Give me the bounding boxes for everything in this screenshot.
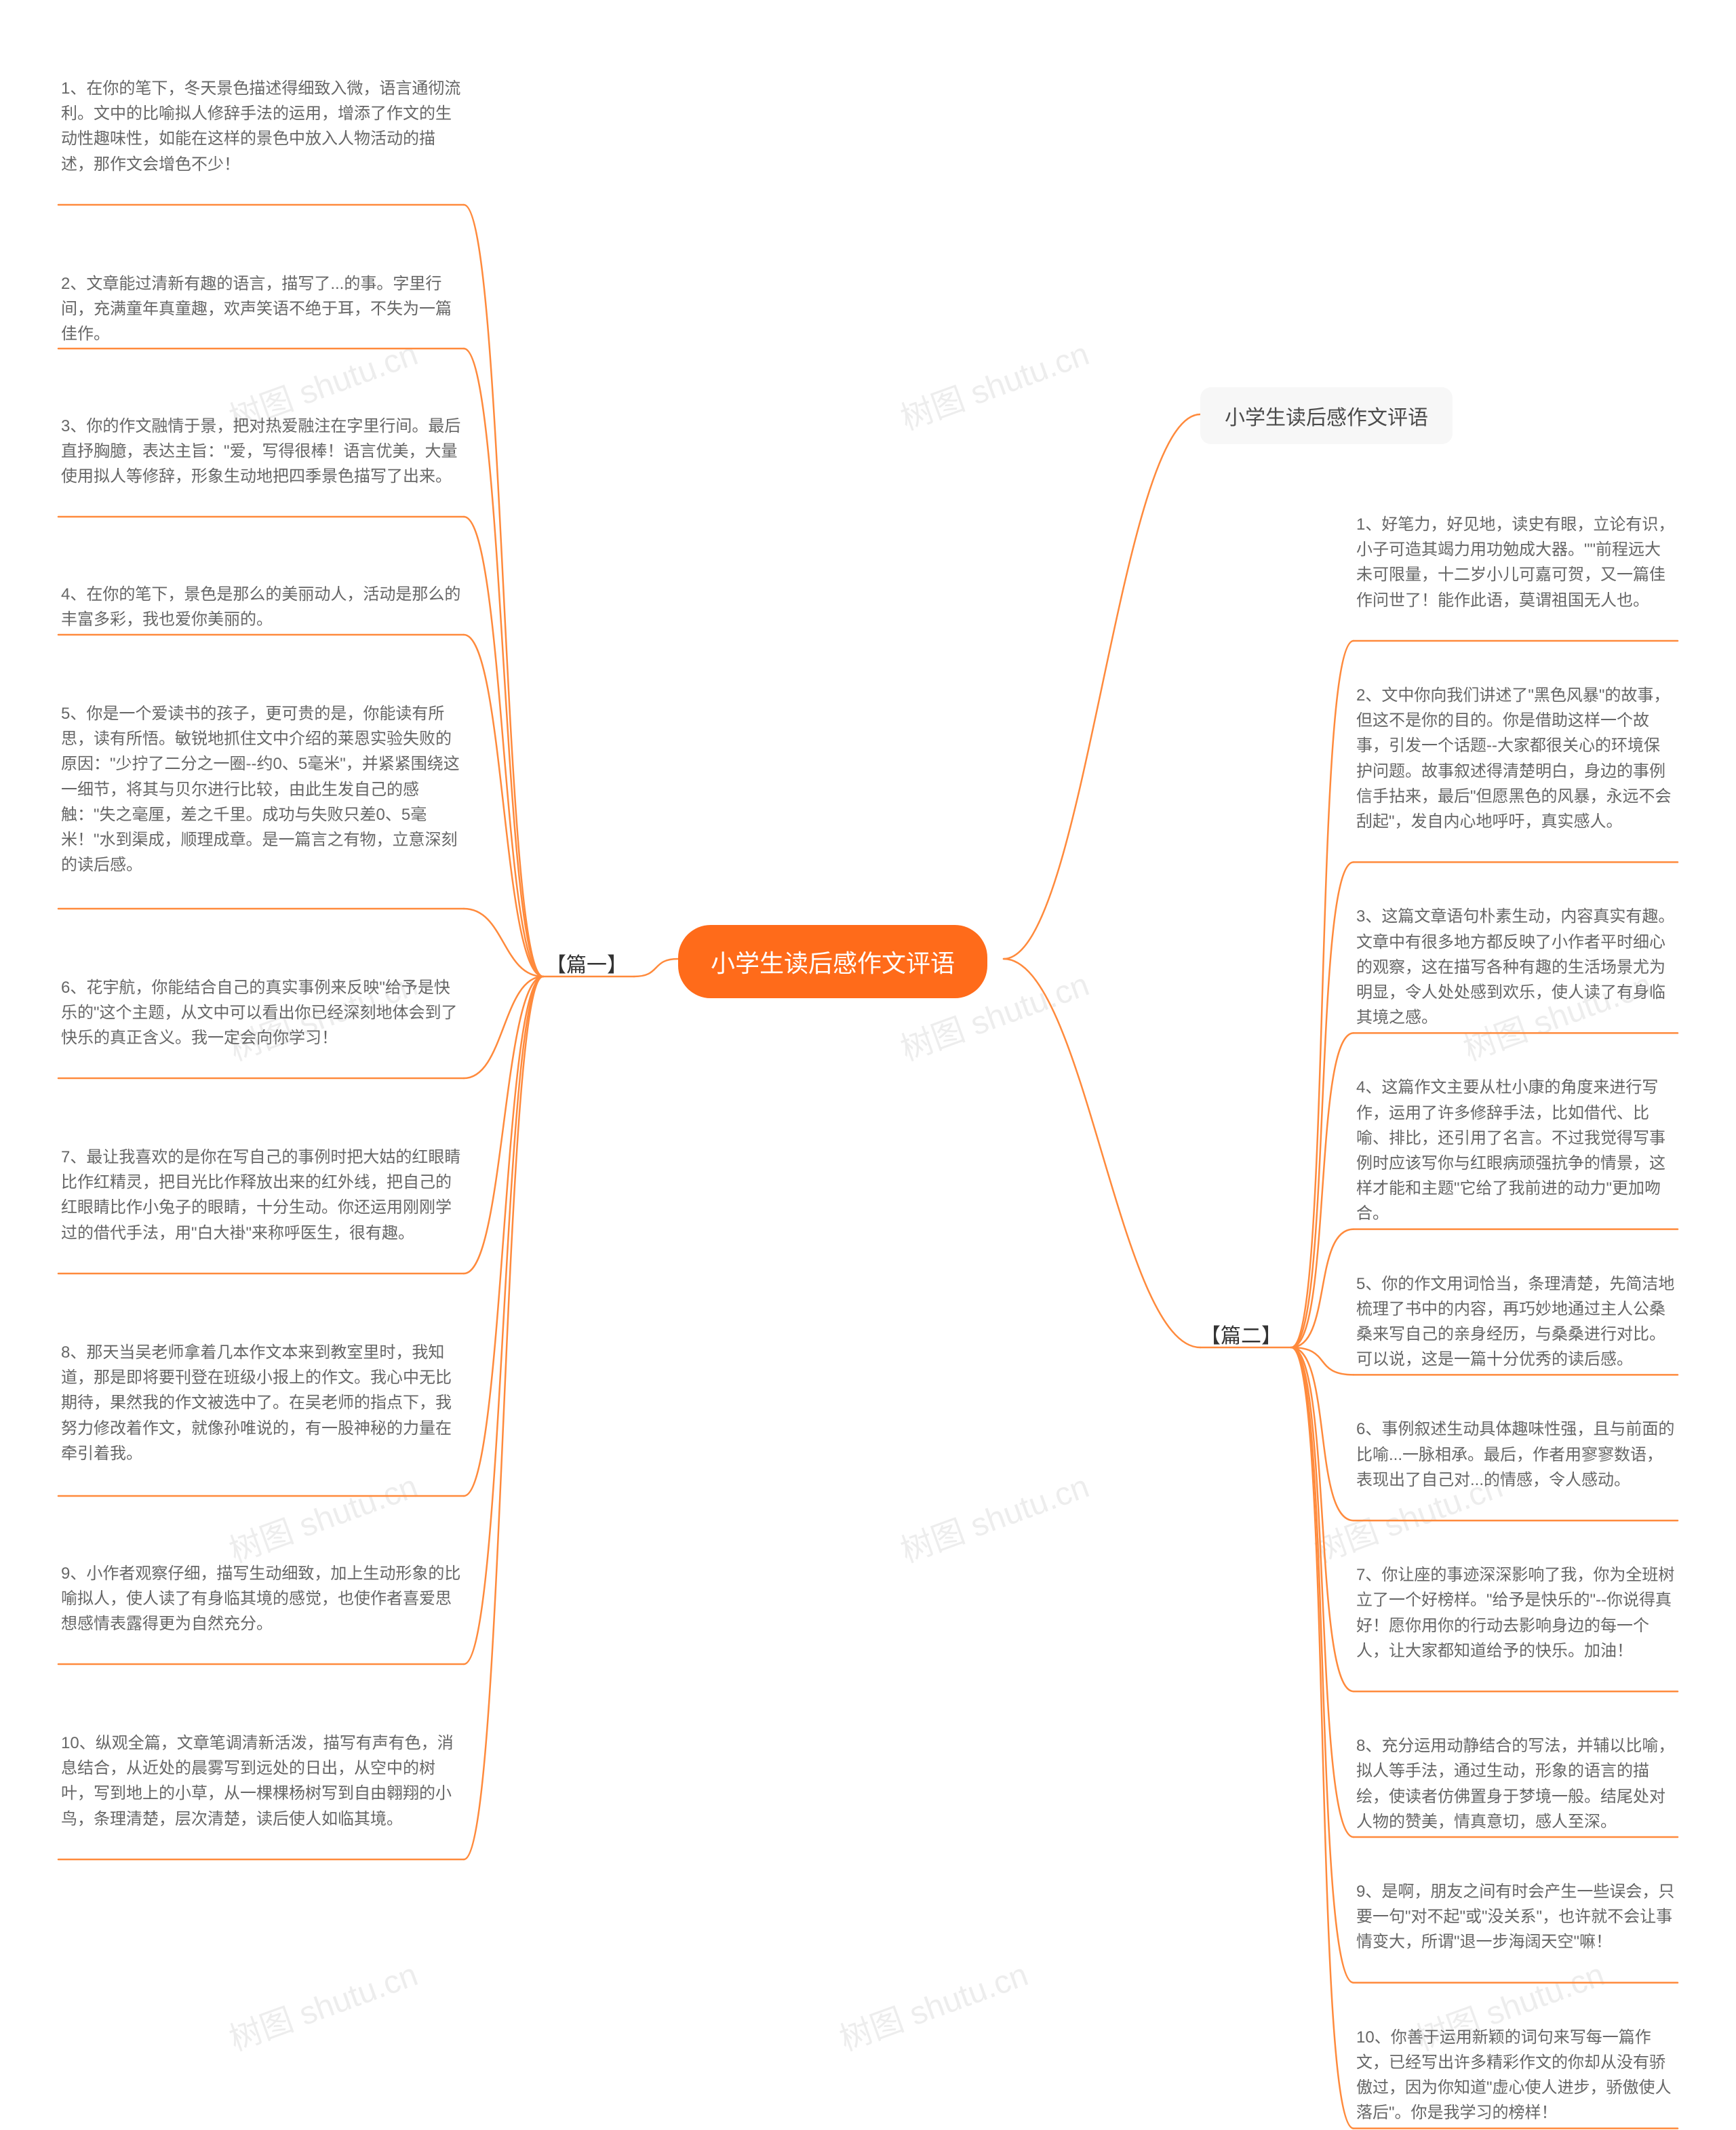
root-node: 小学生读后感作文评语: [678, 925, 987, 998]
leaf-right-1: 1、好笔力，好见地，读史有眼，立论有识，小子可造其竭力用功勉成大器。""前程远大…: [1356, 512, 1675, 613]
leaf-right-5: 5、你的作文用词恰当，条理清楚，先简洁地梳理了书中的内容，再巧妙地通过主人公桑桑…: [1356, 1271, 1675, 1373]
leaf-left-5: 5、你是一个爱读书的孩子，更可贵的是，你能读有所思，读有所悟。敏锐地抓住文中介绍…: [61, 701, 461, 877]
leaf-left-10: 10、纵观全篇，文章笔调清新活泼，描写有声有色，消息结合，从近处的晨雾写到远处的…: [61, 1731, 461, 1832]
content-layer: 小学生读后感作文评语 小学生读后感作文评语 【篇一】 【篇二】 1、在你的笔下，…: [0, 0, 1736, 2130]
leaf-left-3: 3、你的作文融情于景，把对热爱融注在字里行间。最后直抒胸臆，表达主旨："爱，写得…: [61, 414, 461, 490]
branch-right: 【篇二】: [1200, 1319, 1282, 1349]
leaf-right-3: 3、这篇文章语句朴素生动，内容真实有趣。文章中有很多地方都反映了小作者平时细心的…: [1356, 904, 1675, 1030]
leaf-left-7: 7、最让我喜欢的是你在写自己的事例时把大姑的红眼睛比作红精灵，把目光比作释放出来…: [61, 1145, 461, 1246]
branch-left: 【篇一】: [546, 948, 627, 978]
leaf-left-9: 9、小作者观察仔细，描写生动细致，加上生动形象的比喻拟人，使人读了有身临其境的感…: [61, 1561, 461, 1637]
sub-title: 小学生读后感作文评语: [1200, 387, 1453, 444]
leaf-left-6: 6、花宇航，你能结合自己的真实事例来反映"给予是快乐的"这个主题，从文中可以看出…: [61, 975, 461, 1051]
leaf-left-1: 1、在你的笔下，冬天景色描述得细致入微，语言通彻流利。文中的比喻拟人修辞手法的运…: [61, 76, 461, 177]
leaf-right-8: 8、充分运用动静结合的写法，并辅以比喻，拟人等手法，通过生动，形象的语言的描绘，…: [1356, 1733, 1675, 1834]
leaf-left-2: 2、文章能过清新有趣的语言，描写了...的事。字里行间，充满童年真童趣，欢声笑语…: [61, 271, 461, 347]
leaf-right-7: 7、你让座的事迹深深影响了我，你为全班树立了一个好榜样。"给予是快乐的"--你说…: [1356, 1562, 1675, 1663]
leaf-right-4: 4、这篇作文主要从杜小康的角度来进行写作，运用了许多修辞手法，比如借代、比喻、排…: [1356, 1075, 1675, 1226]
leaf-left-4: 4、在你的笔下，景色是那么的美丽动人，活动是那么的丰富多彩，我也爱你美丽的。: [61, 582, 461, 632]
leaf-right-9: 9、是啊，朋友之间有时会产生一些误会，只要一句"对不起"或"没关系"，也许就不会…: [1356, 1879, 1675, 1955]
leaf-right-2: 2、文中你向我们讲述了"黑色风暴"的故事，但这不是你的目的。你是借助这样一个故事…: [1356, 683, 1675, 834]
leaf-right-10: 10、你善于运用新颖的词句来写每一篇作文，已经写出许多精彩作文的你却从没有骄傲过…: [1356, 2025, 1675, 2126]
leaf-left-8: 8、那天当吴老师拿着几本作文本来到教室里时，我知道，那是即将要刊登在班级小报上的…: [61, 1340, 461, 1466]
leaf-right-6: 6、事例叙述生动具体趣味性强，且与前面的比喻...一脉相承。最后，作者用寥寥数语…: [1356, 1417, 1675, 1493]
